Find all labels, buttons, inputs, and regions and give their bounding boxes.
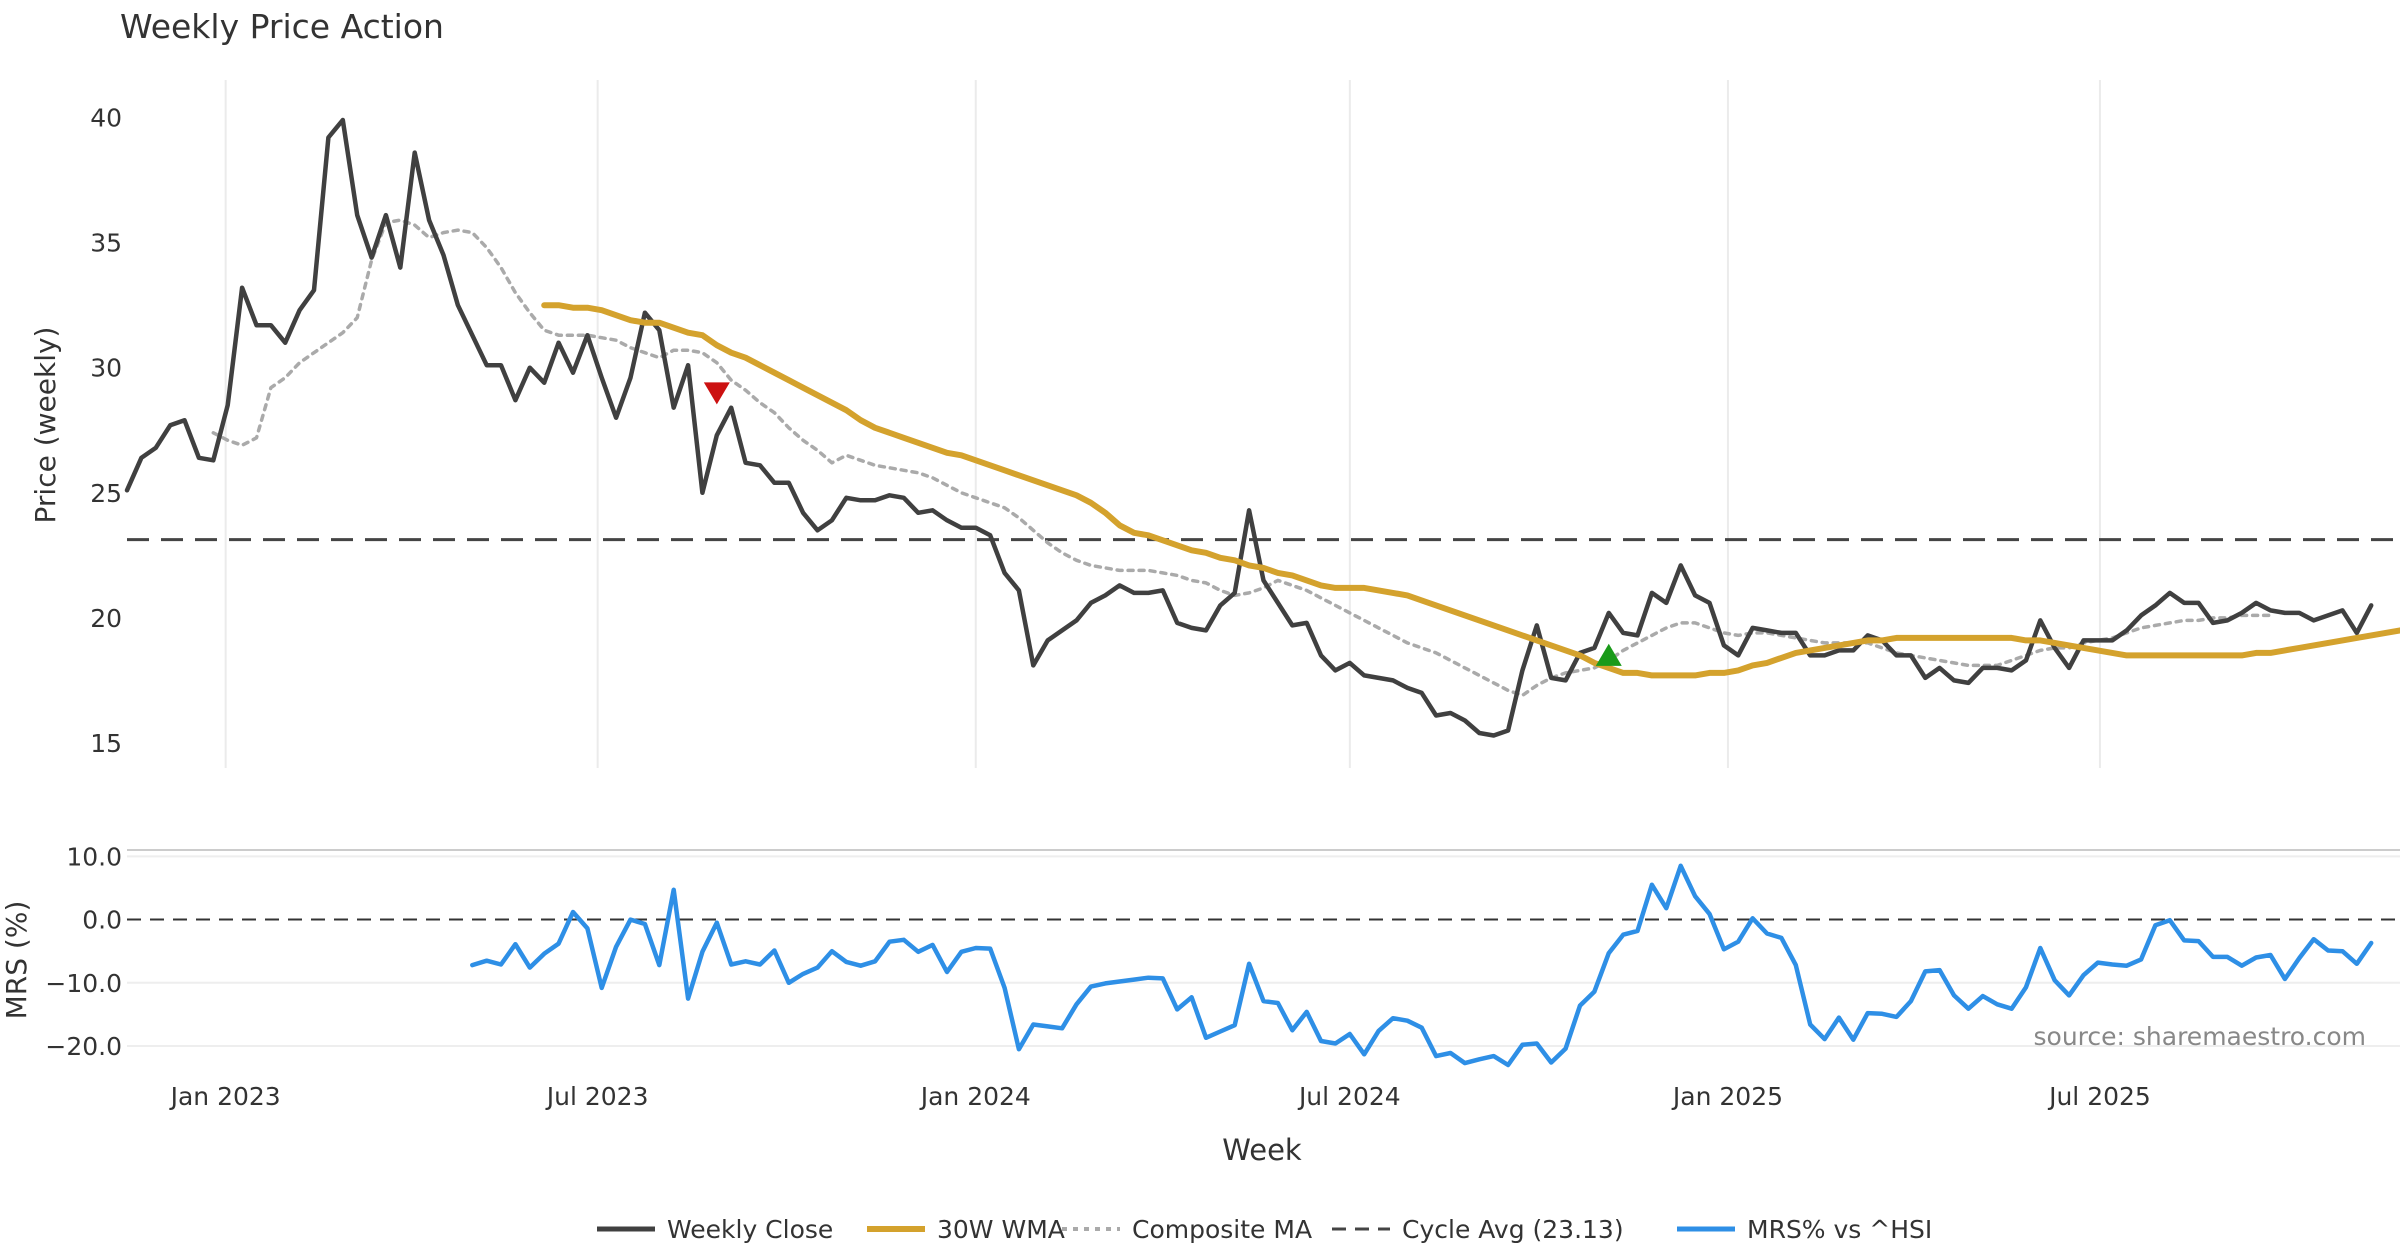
x-tick-label: Jul 2023 bbox=[545, 1082, 649, 1111]
legend-item-composite-ma: Composite MA bbox=[1062, 1215, 1312, 1244]
mrs-panel: 10.0 0.0 −10.0 −20.0 MRS (%) source: sharem… bbox=[0, 842, 2400, 1068]
price-y-tick-label: 20 bbox=[90, 604, 122, 633]
chart-title: Weekly Price Action bbox=[120, 7, 444, 46]
x-tick-label: Jan 2023 bbox=[169, 1082, 281, 1111]
mrs-series-lines bbox=[470, 863, 2374, 1068]
mrs-y-tick-label: 0.0 bbox=[82, 906, 122, 935]
series-composite-ma bbox=[211, 218, 2273, 698]
buy-signal-marker bbox=[1595, 643, 1622, 666]
mrs-y-axis-label: MRS (%) bbox=[0, 901, 33, 1020]
price-panel: 15 20 25 30 35 40 Price (weekly) bbox=[29, 80, 2400, 768]
legend-item-cycle-avg-23-13: Cycle Avg (23.13) bbox=[1332, 1215, 1624, 1244]
mrs-y-tick-label: −20.0 bbox=[45, 1032, 122, 1061]
mrs-horizontal-grid bbox=[127, 855, 2400, 1048]
legend-item-30w-wma: 30W WMA bbox=[867, 1215, 1065, 1244]
signal-markers bbox=[703, 382, 1622, 666]
legend-label: MRS% vs ^HSI bbox=[1747, 1215, 1932, 1244]
price-y-tick-label: 35 bbox=[90, 229, 122, 258]
legend-label: Weekly Close bbox=[667, 1215, 833, 1244]
price-y-tick-label: 25 bbox=[90, 479, 122, 508]
x-axis-ticks: Jan 2023 Jul 2023 Jan 2024 Jul 2024 Jan 2025… bbox=[169, 1082, 2151, 1111]
series-mrs-vs-hsi bbox=[470, 863, 2374, 1068]
price-series-lines bbox=[124, 117, 2400, 738]
x-tick-label: Jul 2025 bbox=[2047, 1082, 2151, 1111]
legend-label: Cycle Avg (23.13) bbox=[1402, 1215, 1624, 1244]
legend: Weekly Close 30W WMA Composite MA Cycle Avg… bbox=[597, 1215, 1932, 1244]
legend-label: Composite MA bbox=[1132, 1215, 1312, 1244]
x-tick-label: Jan 2024 bbox=[919, 1082, 1031, 1111]
mrs-y-tick-label: −10.0 bbox=[45, 969, 122, 998]
sell-signal-marker bbox=[703, 382, 730, 405]
legend-item-weekly-close: Weekly Close bbox=[597, 1215, 833, 1244]
price-y-axis-ticks: 15 20 25 30 35 40 bbox=[90, 104, 122, 758]
price-y-tick-label: 40 bbox=[90, 104, 122, 133]
source-annotation: source: sharemaestro.com bbox=[2034, 1022, 2367, 1051]
price-y-tick-label: 30 bbox=[90, 354, 122, 383]
mrs-y-axis-ticks: 10.0 0.0 −10.0 −20.0 bbox=[45, 842, 122, 1061]
price-vertical-grid bbox=[224, 80, 2101, 768]
series-30w-wma bbox=[541, 302, 2400, 679]
legend-item-mrs-vs-hsi: MRS% vs ^HSI bbox=[1677, 1215, 1932, 1244]
x-axis-label: Week bbox=[1222, 1133, 1302, 1167]
x-tick-label: Jul 2024 bbox=[1297, 1082, 1401, 1111]
x-tick-label: Jan 2025 bbox=[1671, 1082, 1783, 1111]
series-weekly-close bbox=[124, 117, 2374, 738]
price-y-axis-label: Price (weekly) bbox=[29, 327, 62, 524]
price-y-tick-label: 15 bbox=[90, 729, 122, 758]
legend-label: 30W WMA bbox=[937, 1215, 1065, 1244]
mrs-y-tick-label: 10.0 bbox=[66, 842, 122, 871]
